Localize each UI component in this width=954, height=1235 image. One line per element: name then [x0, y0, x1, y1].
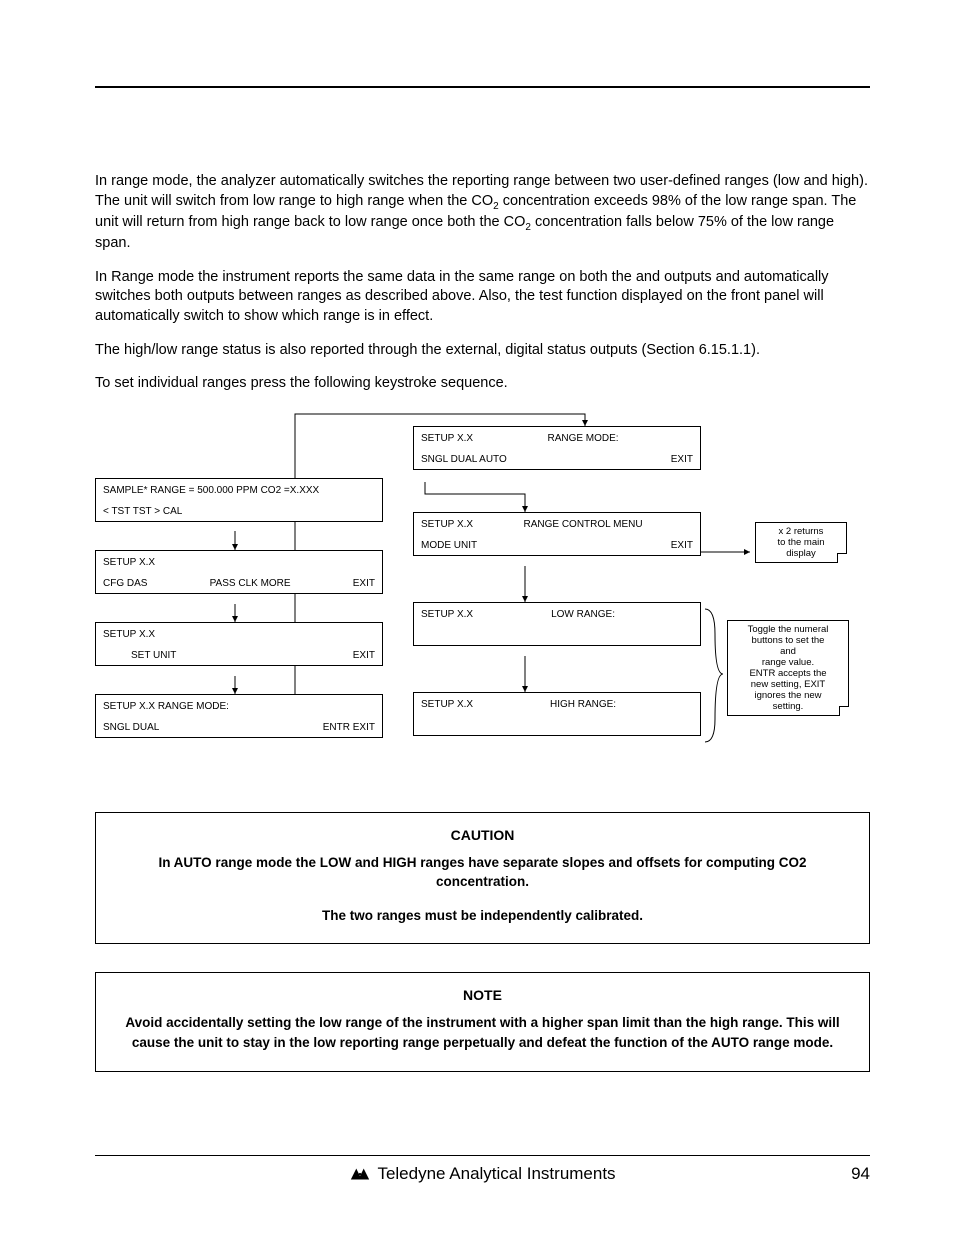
screen-range-control: SETUP X.X RANGE CONTROL MENU MODE UNIT E…	[413, 512, 701, 556]
note-box: NOTE Avoid accidentally setting the low …	[95, 972, 870, 1071]
line: SNGL DUAL	[103, 722, 159, 733]
line: EXIT	[353, 578, 375, 589]
line: RANGE CONTROL MENU	[523, 519, 642, 530]
line: HIGH RANGE:	[550, 699, 616, 710]
teledyne-logo-icon	[349, 1166, 371, 1182]
line: SETUP X.X	[421, 609, 473, 620]
screen-setup-cfg: SETUP X.X CFG DAS PASS CLK MORE EXIT	[95, 550, 383, 594]
line: SNGL DUAL AUTO	[421, 454, 507, 465]
line: CFG DAS	[103, 578, 147, 589]
footer-page-number: 94	[851, 1164, 870, 1184]
text: and	[636, 269, 664, 285]
line: buttons to set the	[733, 635, 843, 646]
screen-setup-set: SETUP X.X SET UNIT EXIT	[95, 622, 383, 666]
line: Toggle the numeral	[733, 624, 843, 635]
line: < TST TST > CAL	[103, 506, 182, 517]
line: and	[733, 646, 843, 657]
footer-brand: Teledyne Analytical Instruments	[377, 1164, 615, 1184]
screen-low-range: SETUP X.X LOW RANGE:	[413, 602, 701, 646]
page-content: In range mode, the analyzer automaticall…	[95, 86, 870, 1072]
annotation-toggle-numeral: Toggle the numeral buttons to set the an…	[727, 620, 849, 716]
line: ignores the new	[733, 690, 843, 701]
caution-title: CAUTION	[118, 827, 847, 843]
line: PASS CLK MORE	[210, 578, 291, 589]
paragraph-2: In Range mode the instrument reports the…	[95, 268, 870, 327]
subscript: 2	[525, 222, 531, 233]
text: In	[95, 269, 111, 285]
line: RANGE MODE:	[547, 433, 618, 444]
screen-sample: SAMPLE* RANGE = 500.000 PPM CO2 =X.XXX <…	[95, 478, 383, 522]
line: SAMPLE* RANGE = 500.000 PPM CO2 =X.XXX	[103, 485, 319, 496]
caution-box: CAUTION In AUTO range mode the LOW and H…	[95, 812, 870, 945]
line: SET UNIT	[103, 650, 176, 661]
line: MODE UNIT	[421, 540, 477, 551]
line: EXIT	[671, 540, 693, 551]
note-title: NOTE	[118, 987, 847, 1003]
line: SETUP X.X	[103, 629, 155, 640]
text: In	[95, 173, 111, 189]
caution-line2: The two ranges must be independently cal…	[118, 906, 847, 926]
paragraph-1: In range mode, the analyzer automaticall…	[95, 172, 870, 254]
page-footer: Teledyne Analytical Instruments 94	[95, 1155, 870, 1184]
line: display	[761, 548, 841, 559]
screen-high-range: SETUP X.X HIGH RANGE:	[413, 692, 701, 736]
text: Range mode the instrument reports the sa…	[111, 269, 636, 285]
paragraph-4: To set individual ranges press the follo…	[95, 374, 870, 394]
screen-range-mode-left: SETUP X.X RANGE MODE: SNGL DUAL ENTR EXI…	[95, 694, 383, 738]
line: SETUP X.X RANGE MODE:	[103, 701, 229, 712]
line: EXIT	[671, 454, 693, 465]
line: new setting, EXIT	[733, 679, 843, 690]
line: ENTR accepts the	[733, 668, 843, 679]
keystroke-diagram: SAMPLE* RANGE = 500.000 PPM CO2 =X.XXX <…	[95, 404, 870, 784]
line: SETUP X.X	[421, 699, 473, 710]
screen-range-mode-right: SETUP X.X RANGE MODE: SNGL DUAL AUTO EXI…	[413, 426, 701, 470]
paragraph-3: The high/low range status is also report…	[95, 341, 870, 361]
caution-line1: In AUTO range mode the LOW and HIGH rang…	[118, 853, 847, 892]
line: SETUP X.X	[103, 557, 155, 568]
annotation-exit-returns: x 2 returns to the main display	[755, 522, 847, 563]
line: ENTR EXIT	[323, 722, 375, 733]
line: SETUP X.X	[421, 519, 473, 530]
subscript: 2	[493, 200, 499, 211]
line: SETUP X.X	[421, 433, 473, 444]
line: range value.	[733, 657, 843, 668]
line: x 2 returns	[761, 526, 841, 537]
line: to the main	[761, 537, 841, 548]
line: setting.	[733, 701, 843, 712]
line: LOW RANGE:	[551, 609, 615, 620]
line: EXIT	[353, 650, 375, 661]
note-line1: Avoid accidentally setting the low range…	[118, 1013, 847, 1052]
